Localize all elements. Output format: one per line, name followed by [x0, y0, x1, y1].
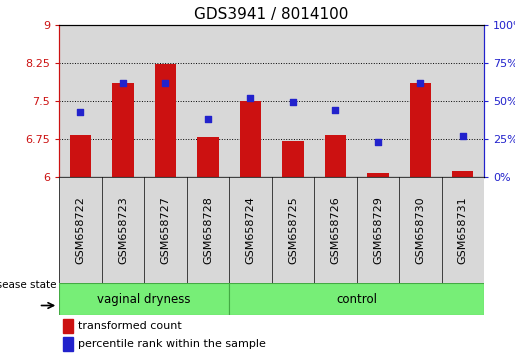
Bar [63, 337, 73, 351]
Bar [70, 135, 91, 177]
Bar [155, 64, 176, 177]
Bar [399, 177, 442, 283]
Text: GSM658723: GSM658723 [118, 196, 128, 264]
Point [246, 95, 254, 101]
Text: disease state: disease state [0, 280, 57, 290]
Text: GSM658726: GSM658726 [331, 196, 340, 264]
Bar [410, 83, 431, 177]
Bar [59, 25, 101, 177]
Text: GSM658727: GSM658727 [161, 196, 170, 264]
Point [161, 80, 169, 85]
Text: GSM658730: GSM658730 [416, 196, 425, 264]
Bar [356, 25, 399, 177]
Bar [63, 319, 73, 333]
Bar [271, 25, 314, 177]
Bar [229, 25, 271, 177]
Text: GSM658729: GSM658729 [373, 196, 383, 264]
Point [416, 80, 424, 85]
Bar [144, 177, 186, 283]
Point [374, 139, 382, 145]
Bar [186, 177, 229, 283]
Point [204, 116, 212, 122]
Text: GSM658724: GSM658724 [246, 196, 255, 264]
Bar [399, 25, 441, 177]
Text: percentile rank within the sample: percentile rank within the sample [78, 339, 266, 349]
Bar [441, 177, 484, 283]
Bar [112, 83, 133, 177]
Bar [367, 173, 388, 177]
Title: GDS3941 / 8014100: GDS3941 / 8014100 [195, 7, 349, 22]
Text: transformed count: transformed count [78, 321, 182, 331]
Bar [314, 177, 356, 283]
Text: GSM658728: GSM658728 [203, 196, 213, 264]
Point [119, 80, 127, 85]
Bar [144, 25, 186, 177]
Point [76, 109, 84, 114]
Bar [314, 25, 356, 177]
Point [459, 133, 467, 139]
Bar [229, 283, 484, 315]
Text: control: control [336, 293, 377, 306]
Text: GSM658722: GSM658722 [76, 196, 85, 264]
Bar [240, 101, 261, 177]
Bar [325, 135, 346, 177]
Text: GSM658731: GSM658731 [458, 196, 468, 264]
Point [289, 99, 297, 105]
Bar [186, 25, 229, 177]
Bar [441, 25, 484, 177]
Bar [356, 177, 399, 283]
Bar [197, 137, 218, 177]
Bar [101, 25, 144, 177]
Bar [59, 283, 229, 315]
Bar [452, 171, 473, 177]
Bar [229, 177, 271, 283]
Text: GSM658725: GSM658725 [288, 196, 298, 264]
Bar [59, 177, 102, 283]
Point [331, 107, 339, 113]
Bar [282, 142, 303, 177]
Text: vaginal dryness: vaginal dryness [97, 293, 191, 306]
Bar [272, 177, 314, 283]
Bar [102, 177, 144, 283]
